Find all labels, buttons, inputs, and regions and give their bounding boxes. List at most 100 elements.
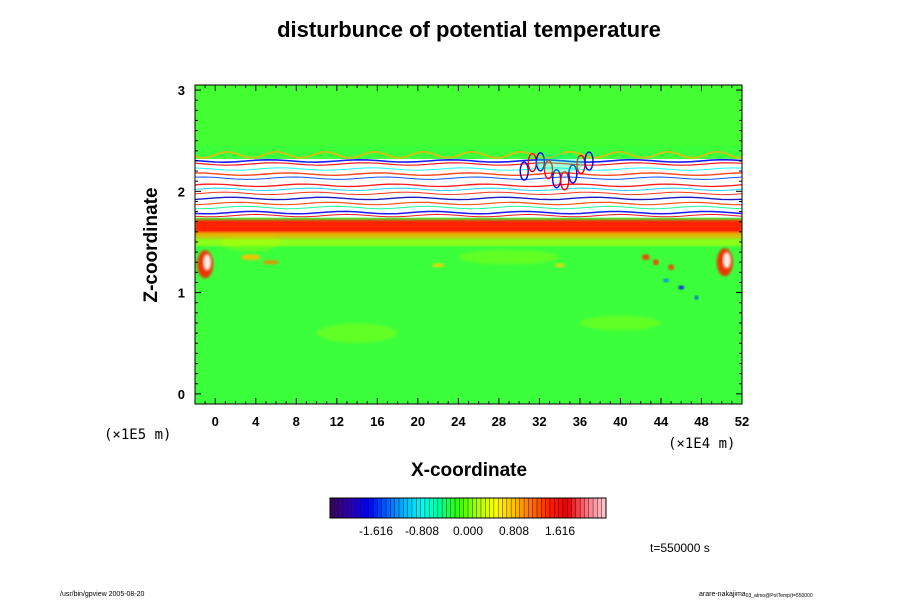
colorbar-cell <box>442 498 447 518</box>
colorbar-cell <box>524 498 529 518</box>
band-line <box>195 205 742 210</box>
colorbar-cell <box>558 498 564 518</box>
colorbar-cell <box>373 498 378 518</box>
colorbar-cell <box>489 498 495 518</box>
colorbar-cell <box>459 498 465 518</box>
colorbar-cell <box>381 498 387 518</box>
colorbar-cell <box>437 498 443 518</box>
colorbar-cell <box>588 498 594 518</box>
colorbar-cell <box>355 498 361 518</box>
colorbar-cell <box>394 498 400 518</box>
colorbar-frame <box>329 497 607 519</box>
colorbar-cell <box>519 498 525 518</box>
anomaly-blob <box>641 254 650 261</box>
warm-layer-edge <box>195 231 742 239</box>
colorbar-cell <box>498 498 503 518</box>
anomaly-blob <box>663 278 670 283</box>
anomaly-blob <box>262 260 279 265</box>
colorbar-cell <box>403 498 409 518</box>
x-tick-label: 24 <box>451 414 466 429</box>
band-line <box>195 213 742 218</box>
band-line <box>195 167 742 171</box>
band-line <box>195 176 742 180</box>
colorbar-cell <box>342 498 348 518</box>
band-line <box>195 162 742 166</box>
band-line <box>195 196 742 201</box>
y-tick-label: 1 <box>178 286 185 301</box>
x-tick-label: 16 <box>370 414 384 429</box>
colorbar-cell <box>468 498 473 518</box>
colorbar-ticks: -1.616 -0.808 0.000 0.808 1.616 <box>359 524 575 538</box>
colorbar-cell <box>424 498 430 518</box>
colorbar-tick-label: 0.808 <box>499 524 529 538</box>
colorbar-cell <box>407 498 413 518</box>
anomaly-blob <box>694 295 699 300</box>
anomaly-blob <box>678 285 685 290</box>
x-tick-label: 44 <box>654 414 669 429</box>
band-line <box>195 210 742 215</box>
x-tick-label: 28 <box>492 414 506 429</box>
wave-anomaly <box>543 159 554 180</box>
footer-left: /usr/bin/gpview 2005-08-20 <box>60 591 145 598</box>
anomaly-blob <box>722 252 731 269</box>
colorbar-cell <box>562 498 568 518</box>
colorbar-cell <box>580 498 585 518</box>
band-line <box>195 158 742 164</box>
y-axis-ticks: 0 1 2 3 <box>178 83 742 402</box>
colorbar-cell <box>511 498 516 518</box>
x-tick-label: 20 <box>411 414 425 429</box>
wave-anomaly <box>568 164 578 184</box>
footer-right-main: arare-nakajima <box>699 591 746 598</box>
colorbar-cell <box>399 498 404 518</box>
heatmap-field <box>195 85 742 404</box>
colorbar-tick-label: -0.808 <box>405 524 439 538</box>
colorbar-cell <box>377 498 383 518</box>
colorbar-cell <box>541 498 547 518</box>
y-tick-label: 2 <box>178 184 185 199</box>
x-scale-label: (×1E4 m) <box>668 436 735 452</box>
colorbar-cell <box>545 498 551 518</box>
colorbar-cell <box>390 498 396 518</box>
anomaly-blob <box>554 263 565 268</box>
anomaly-blob <box>668 264 675 271</box>
colorbar-tick-label: 0.000 <box>453 524 483 538</box>
chart-title: disturbunce of potential temperature <box>277 17 661 42</box>
colorbar-cell <box>364 498 370 518</box>
colorbar-cell <box>554 498 560 518</box>
footer-right: arare-nakajima03_atmo@PotTemp(t=550000 <box>699 591 813 599</box>
wave-anomaly-core <box>535 152 584 173</box>
colorbar-cell <box>537 498 542 518</box>
x-tick-label: 32 <box>532 414 546 429</box>
colorbar-cell <box>416 498 422 518</box>
colorbar-cell <box>347 498 353 518</box>
colorbar-cell <box>450 498 456 518</box>
field-tint <box>580 315 661 331</box>
band-line <box>195 183 742 188</box>
colorbar-cell <box>584 498 590 518</box>
colorbar-cell <box>446 498 452 518</box>
colorbar-cell <box>334 498 340 518</box>
x-tick-label: 8 <box>293 414 300 429</box>
band-line <box>195 187 742 192</box>
band-line <box>195 191 742 196</box>
warm-layer <box>195 219 742 234</box>
colorbar <box>329 497 607 519</box>
footer-right-small: 03_atmo@PotTemp(t=550000 <box>746 593 813 599</box>
colorbar-cell <box>433 498 439 518</box>
colorbar-cell <box>485 498 491 518</box>
x-tick-label: 4 <box>252 414 260 429</box>
anomaly-blob <box>652 259 659 266</box>
x-axis-label: X-coordinate <box>411 460 527 481</box>
x-tick-label: 52 <box>735 414 749 429</box>
colorbar-cell <box>515 498 521 518</box>
field-tint <box>317 323 398 343</box>
wave-anomaly <box>584 151 594 171</box>
colorbar-cell <box>493 498 499 518</box>
wave-anomaly <box>535 152 546 172</box>
colorbar-cell <box>360 498 365 518</box>
colorbar-cell <box>567 498 572 518</box>
colorbar-cell <box>502 498 508 518</box>
colorbar-cell <box>411 498 417 518</box>
field-tint <box>459 249 560 265</box>
